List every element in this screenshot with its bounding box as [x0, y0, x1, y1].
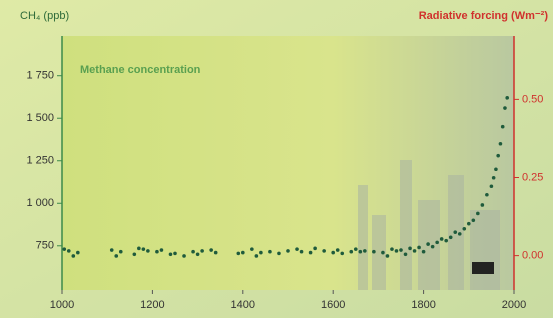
data-point — [503, 106, 507, 110]
x-tick-label: 1600 — [321, 299, 345, 311]
data-point — [417, 246, 421, 250]
data-point — [499, 142, 503, 146]
data-point — [191, 250, 195, 254]
data-point — [173, 252, 177, 256]
data-point — [322, 249, 326, 253]
data-point — [476, 212, 480, 216]
data-point — [426, 242, 430, 246]
data-point — [458, 232, 462, 236]
y-tick-label: 750 — [36, 240, 54, 252]
data-point — [422, 250, 426, 254]
data-point — [146, 249, 150, 253]
data-point — [453, 230, 457, 234]
data-point — [62, 247, 66, 251]
data-point — [259, 251, 263, 255]
data-point — [363, 249, 367, 253]
data-point — [440, 237, 444, 241]
x-tick-label: 1200 — [140, 299, 164, 311]
y-tick-label: 1 000 — [26, 197, 54, 209]
data-point — [300, 250, 304, 254]
data-point — [331, 251, 335, 255]
y2-tick-label: 0.25 — [522, 171, 543, 183]
data-point — [67, 249, 71, 253]
chart-title: Methane concentration — [80, 64, 201, 76]
y2-axis-label: Radiative forcing (Wm⁻²) — [419, 10, 549, 22]
data-point — [268, 250, 272, 254]
data-point — [142, 247, 146, 251]
data-point — [160, 248, 164, 252]
data-point — [119, 250, 123, 254]
data-point — [250, 247, 254, 251]
y-tick-label: 1 500 — [26, 112, 54, 124]
data-point — [449, 235, 453, 239]
x-tick-label: 1400 — [231, 299, 255, 311]
data-point — [286, 249, 290, 253]
data-point — [372, 250, 376, 254]
data-point — [295, 247, 299, 251]
data-point — [255, 254, 259, 258]
data-point — [492, 176, 496, 180]
data-point — [467, 222, 471, 226]
chart: Methane concentration CH₄ (ppb) Radiativ… — [0, 0, 553, 318]
data-point — [444, 239, 448, 243]
y2-tick-label: 0.50 — [522, 93, 543, 105]
data-point — [133, 252, 137, 256]
data-point — [408, 247, 412, 251]
cow-icon — [472, 262, 494, 274]
data-point — [481, 203, 485, 207]
y-tick-label: 1 750 — [26, 70, 54, 82]
data-point — [472, 218, 476, 222]
data-point — [413, 249, 417, 253]
data-point — [277, 252, 281, 256]
data-point — [110, 248, 114, 252]
x-tick-label: 1800 — [411, 299, 435, 311]
data-point — [76, 251, 80, 255]
data-point — [490, 184, 494, 188]
data-point — [381, 251, 385, 255]
data-point — [494, 167, 498, 171]
data-point — [340, 252, 344, 256]
data-point — [505, 96, 509, 100]
data-point — [200, 249, 204, 253]
data-point — [182, 254, 186, 258]
data-point — [386, 254, 390, 258]
x-tick-label: 2000 — [502, 299, 526, 311]
data-point — [395, 249, 399, 253]
data-point — [390, 247, 394, 251]
data-point — [72, 254, 76, 258]
data-point — [462, 227, 466, 231]
data-point — [169, 252, 173, 256]
page: {"chart_data": {"type": "scatter", "titl… — [0, 0, 553, 318]
y-axis-label: CH₄ (ppb) — [20, 10, 69, 22]
data-point — [209, 248, 213, 252]
data-point — [196, 252, 200, 256]
data-point — [114, 254, 118, 258]
data-point — [336, 248, 340, 252]
data-point — [349, 250, 353, 254]
data-point — [404, 252, 408, 256]
data-point — [313, 247, 317, 251]
data-point — [309, 251, 313, 255]
data-point — [435, 241, 439, 245]
x-tick-label: 1000 — [50, 299, 74, 311]
data-point — [354, 247, 358, 251]
data-point — [496, 154, 500, 158]
data-point — [399, 248, 403, 252]
data-point — [137, 247, 141, 251]
data-point — [241, 251, 245, 255]
data-point — [501, 125, 505, 129]
y2-tick-label: 0.00 — [522, 250, 543, 262]
data-point — [359, 250, 363, 254]
data-point — [485, 193, 489, 197]
data-point — [214, 251, 218, 255]
y-tick-label: 1 250 — [26, 155, 54, 167]
data-point — [431, 245, 435, 249]
data-point — [155, 250, 159, 254]
data-point — [236, 252, 240, 256]
